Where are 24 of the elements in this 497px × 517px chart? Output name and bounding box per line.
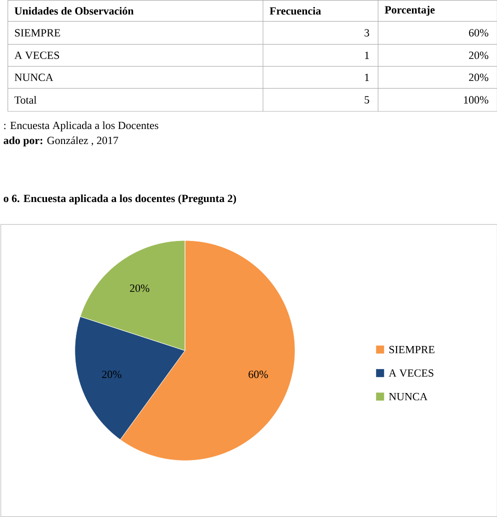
text: 60% <box>468 29 488 37</box>
text: Frecuencia <box>269 6 321 15</box>
legend-label: NUNCA <box>388 392 428 400</box>
text: 1 <box>364 52 369 59</box>
text: 5 <box>364 96 369 104</box>
legend-label: A VECES <box>388 369 434 377</box>
chart-title: o 6. Encuesta aplicada a los docentes (Pregunta 2) <box>4 194 236 204</box>
text: 3 <box>364 29 369 37</box>
data-label: 20% <box>130 284 150 292</box>
legend-label: SIEMPRE <box>389 346 434 354</box>
data-label: 20% <box>102 370 122 378</box>
text: 20% <box>468 52 488 60</box>
text: 100% <box>464 96 488 104</box>
text: NUNCA <box>14 74 53 82</box>
text: 20% <box>468 74 488 82</box>
text: Unidades de Observación <box>14 6 134 15</box>
text: SIEMPRE <box>14 29 60 37</box>
text: Total <box>14 96 36 104</box>
text: 1 <box>364 74 369 81</box>
data-label: 60% <box>248 370 268 378</box>
text: A VECES <box>14 52 59 60</box>
text: : Encuesta Aplicada a los Docentes <box>4 121 158 132</box>
text: ado por: González , 2017 <box>3 136 118 146</box>
text: Porcentaje <box>384 6 434 16</box>
